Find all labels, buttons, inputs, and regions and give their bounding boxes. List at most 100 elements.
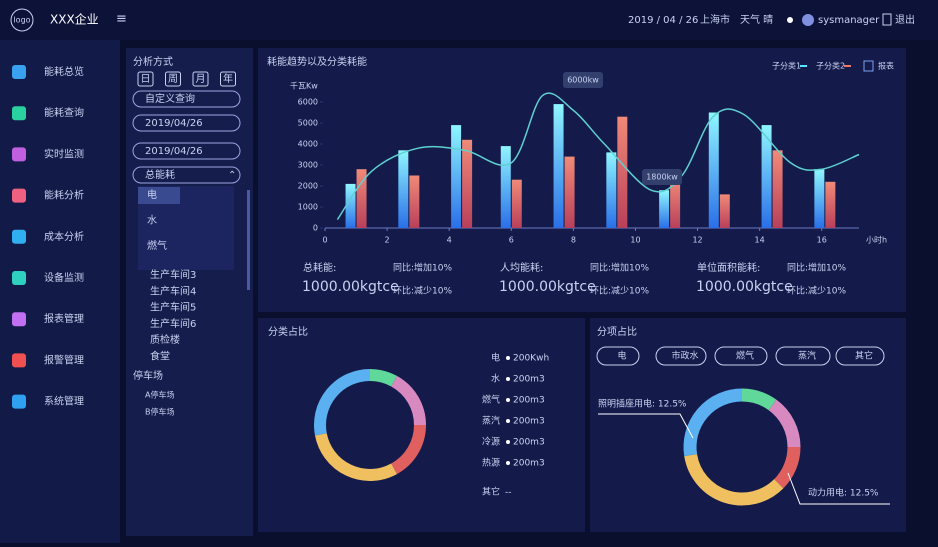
annotation-box: [642, 169, 682, 185]
tree-item[interactable]: 质检楼: [150, 333, 180, 346]
menu-icon: [12, 229, 26, 244]
period-label[interactable]: 日: [141, 74, 151, 85]
filter-start[interactable]: 2019/04/26: [145, 118, 203, 129]
legend-value: 200m3: [513, 459, 545, 469]
menu-item[interactable]: 报表管理: [44, 312, 84, 325]
stat-value: 1000.00kgtce: [499, 279, 596, 295]
annotation-leader: [787, 472, 890, 505]
filter-end[interactable]: 2019/04/26: [145, 146, 203, 157]
tree-item[interactable]: 生产车间4: [150, 284, 196, 297]
donut-segment: [683, 388, 743, 457]
bar: [345, 183, 356, 228]
legend-dot: [506, 377, 510, 381]
legend-name: 冷源: [482, 436, 500, 448]
menu-item[interactable]: 实时监测: [44, 147, 84, 160]
menu-toggle[interactable]: ≡: [116, 12, 127, 27]
city: 上海市: [700, 13, 730, 26]
category-button-label[interactable]: 蒸汽: [798, 350, 816, 362]
menu-icon: [12, 312, 26, 327]
x-tick-label: 16: [817, 236, 827, 245]
dropdown-option[interactable]: 水: [147, 215, 157, 227]
menu-icon: [12, 271, 26, 285]
bar: [606, 152, 617, 228]
tree-item[interactable]: 生产车间6: [150, 317, 196, 330]
period-label[interactable]: 月: [196, 73, 206, 85]
category-button-label[interactable]: 燃气: [736, 350, 754, 362]
bar: [719, 194, 730, 228]
filter-input[interactable]: [132, 166, 241, 184]
bar: [462, 139, 473, 228]
category-button-label[interactable]: 电: [617, 350, 626, 362]
menu-item[interactable]: 能耗总览: [44, 65, 84, 78]
report-label[interactable]: 报表: [878, 61, 894, 71]
trend-title: 耗能趋势以及分类耗能: [267, 55, 367, 68]
menu-icon: [12, 188, 26, 203]
bar: [708, 112, 719, 228]
category-button[interactable]: [655, 346, 707, 366]
filter-input[interactable]: [132, 114, 241, 132]
legend-name: 水: [491, 373, 500, 385]
menu-icon: [12, 394, 26, 409]
stat-yoy: 同比:增加10%: [393, 262, 452, 274]
x-tick-label: 10: [630, 236, 640, 245]
menu-item[interactable]: 设备监测: [44, 271, 84, 284]
period-button[interactable]: [137, 71, 154, 87]
category-button[interactable]: [835, 346, 885, 366]
menu-item[interactable]: 报警管理: [44, 353, 84, 366]
y-tick-label: 1000: [298, 203, 318, 212]
legend-dot: [506, 419, 510, 423]
x-axis-label: 小时h: [866, 235, 887, 245]
stat-value: 1000.00kgtce: [302, 279, 399, 295]
period-button[interactable]: [220, 71, 236, 87]
period-label[interactable]: 年: [223, 72, 233, 85]
category-button-label[interactable]: 其它: [855, 350, 873, 362]
filter-input[interactable]: [132, 142, 241, 160]
legend-dot: [506, 440, 510, 444]
menu-item[interactable]: 能耗分析: [44, 189, 84, 202]
category-button[interactable]: [596, 346, 640, 366]
menu-item[interactable]: 能耗查询: [44, 106, 84, 119]
donut-segment: [684, 453, 784, 506]
y-tick-label: 6000: [298, 98, 318, 107]
category-button[interactable]: [775, 346, 831, 366]
legend-name: 其它: [482, 486, 500, 498]
bar: [511, 179, 522, 228]
tree-subitem[interactable]: B停车场: [145, 407, 175, 417]
donut-segment: [768, 399, 801, 448]
filter-custom[interactable]: 自定义查询: [145, 92, 195, 105]
legend-value: 200m3: [513, 438, 545, 448]
annotation: 动力用电: 12.5%: [808, 487, 879, 499]
filter-input[interactable]: [132, 90, 241, 108]
bar: [409, 175, 420, 228]
tree-item[interactable]: 生产车间3: [150, 268, 196, 281]
tree-subitem[interactable]: A停车场: [145, 390, 174, 400]
donut-segment: [314, 432, 397, 481]
scrollbar[interactable]: [247, 190, 250, 290]
category-button[interactable]: [714, 346, 768, 366]
menu-item[interactable]: 系统管理: [44, 395, 84, 408]
period-button[interactable]: [192, 71, 209, 87]
bar: [825, 181, 836, 228]
logout[interactable]: 退出: [895, 13, 915, 26]
menu-item[interactable]: 成本分析: [44, 230, 84, 243]
filter-select[interactable]: 总能耗: [145, 168, 175, 181]
bar: [500, 146, 511, 228]
y-tick-label: 2000: [298, 182, 318, 191]
period-label[interactable]: 周: [168, 73, 178, 85]
tree-group[interactable]: 停车场: [133, 369, 163, 382]
category-button-label[interactable]: 市政水: [671, 350, 698, 362]
dropdown-option[interactable]: 电: [147, 188, 157, 201]
x-tick-label: 4: [447, 236, 452, 245]
tree-item[interactable]: 生产车间5: [150, 301, 196, 314]
top-bar: [0, 0, 938, 40]
tree-item[interactable]: 食堂: [150, 350, 170, 363]
y-tick-label: 3000: [298, 161, 318, 170]
stat-label: 单位面积能耗:: [697, 261, 760, 274]
y-tick-label: 5000: [298, 119, 318, 128]
period-button[interactable]: [165, 71, 181, 87]
dropdown-highlight: [138, 187, 180, 204]
user[interactable]: sysmanager: [818, 15, 880, 26]
dropdown-option[interactable]: 燃气: [147, 239, 167, 252]
x-tick-label: 8: [571, 236, 576, 245]
